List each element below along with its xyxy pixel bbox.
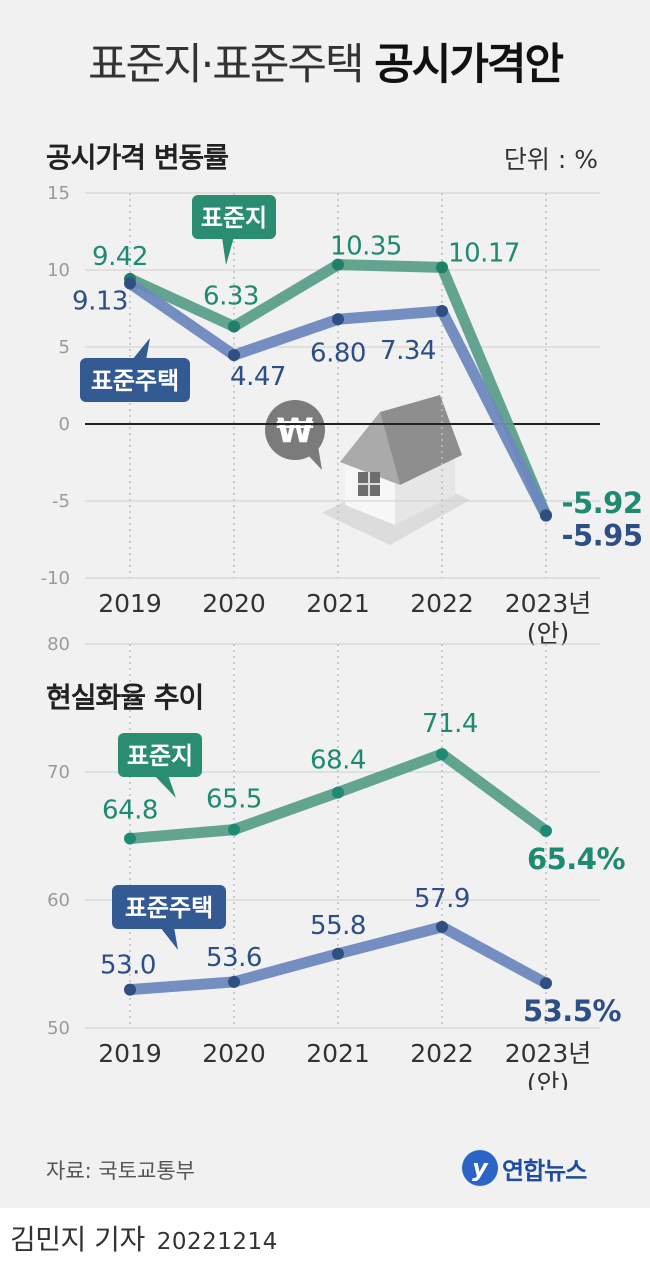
data-label-house: 53.5%: [523, 994, 622, 1028]
data-label-house: 53.6: [206, 943, 262, 973]
data-label-land: 64.8: [102, 796, 158, 826]
data-label-house: 7.34: [380, 336, 436, 366]
legend-bubble-tail: [132, 338, 150, 360]
point-house: [332, 313, 344, 326]
legend-label-land: 표준지: [127, 742, 193, 770]
y-tick-label: 60: [47, 890, 70, 911]
point-land: [332, 258, 344, 271]
legend-bubble-house: [80, 358, 190, 402]
data-label-house: 55.8: [310, 911, 366, 941]
y-tick-label: 15: [47, 183, 70, 204]
data-label-house: 4.47: [230, 362, 286, 392]
x-tick-label: 2020: [202, 1039, 266, 1068]
yonhap-logo: y 연합뉴스: [462, 1150, 587, 1186]
house-side-wall: [395, 450, 455, 525]
point-land: [436, 748, 448, 761]
point-house: [124, 983, 136, 996]
point-land: [228, 320, 240, 333]
legend-bubble-tail: [222, 237, 234, 265]
legend-label-house: 표준주택: [91, 367, 179, 395]
point-house: [228, 349, 240, 362]
logo-text: 연합뉴스: [502, 1156, 587, 1185]
legend-bubble-land: [192, 195, 276, 239]
y-tick-label: 10: [47, 260, 70, 281]
data-label-land: 10.35: [330, 232, 402, 262]
point-house: [436, 304, 448, 317]
price-change-chart: ₩15 10 5 0 -5 -10 2019 2020 2021 2022 2023년(안) 9.42…: [41, 183, 643, 648]
data-label-land: 10.17: [448, 238, 520, 268]
data-label-land: 65.5: [206, 785, 262, 815]
credit: 김민지 기자 20221214: [10, 1218, 278, 1258]
data-label-land: 71.4: [422, 709, 478, 739]
x-tick-label: 2023년: [505, 1039, 592, 1068]
legend-bubble-house: [112, 885, 226, 929]
point-house: [540, 509, 552, 522]
data-label-land: 6.33: [203, 282, 259, 312]
data-label-land: 68.4: [310, 745, 366, 775]
data-label-land: 9.42: [92, 242, 148, 272]
point-land: [540, 824, 552, 837]
point-house: [228, 975, 240, 988]
x-tick-label: 2022: [410, 1039, 474, 1068]
x-tick-label: 2020: [202, 589, 266, 618]
page-title: 표준지·표준주택 공시가격안: [0, 30, 650, 92]
page-title-light: 표준지·표준주택: [87, 40, 365, 90]
won-icon: ₩: [276, 411, 314, 451]
chart2-title: 현실화율 추이: [46, 681, 204, 714]
legend-bubble-tail: [154, 775, 176, 798]
credit-author: 김민지 기자: [10, 1223, 145, 1256]
y-tick-label: 50: [47, 1018, 70, 1039]
unit-label: 단위 : %: [503, 145, 598, 174]
legend-bubble-tail: [160, 927, 178, 950]
won-bubble: [265, 400, 325, 460]
legend-label-house: 표준주택: [125, 894, 213, 922]
point-land: [124, 832, 136, 845]
data-label-house: -5.95: [561, 519, 642, 553]
y-tick-label: -5: [52, 491, 70, 512]
data-label-house: 57.9: [414, 884, 470, 914]
credit-date: 20221214: [156, 1229, 278, 1255]
x-tick-label: (안): [527, 1069, 570, 1090]
point-land: [228, 823, 240, 836]
point-house: [332, 947, 344, 960]
y-tick-label: -10: [41, 568, 70, 589]
chart1-title: 공시가격 변동률: [46, 141, 229, 174]
footer: 김민지 기자 20221214: [0, 1208, 650, 1268]
data-label-land: 65.4%: [527, 842, 626, 876]
page-title-bold: 공시가격안: [374, 40, 564, 90]
data-label-land: -5.92: [561, 486, 642, 520]
data-label-house: 53.0: [100, 951, 156, 981]
y-tick-label: 0: [59, 414, 70, 435]
point-house: [124, 277, 136, 290]
y-tick-label: 80: [47, 634, 70, 655]
x-tick-label: (안): [527, 619, 570, 648]
x-tick-label: 2023년: [505, 589, 592, 618]
x-tick-label: 2019: [98, 1039, 162, 1068]
point-land: [436, 261, 448, 274]
point-land: [332, 786, 344, 799]
x-tick-label: 2021: [306, 589, 370, 618]
legend-bubble-land: [118, 733, 202, 777]
won-bubble-tail: [305, 446, 322, 470]
logo-mark-icon: y: [462, 1150, 498, 1186]
y-tick-label: 5: [59, 337, 70, 358]
realization-rate-chart: 80 70 60 50 2019 2020 2021 2022 2023년(안) 64.8 65.5…: [47, 634, 626, 1090]
y-tick-label: 70: [47, 762, 70, 783]
house-roof: [380, 395, 462, 485]
house-icon: ₩: [265, 395, 470, 545]
point-house: [540, 977, 552, 990]
x-tick-label: 2019: [98, 589, 162, 618]
data-label-house: 6.80: [310, 338, 366, 368]
x-tick-label: 2021: [306, 1039, 370, 1068]
point-house: [436, 920, 448, 933]
data-label-house: 9.13: [72, 286, 128, 316]
legend-label-land: 표준지: [201, 204, 267, 232]
x-tick-label: 2022: [410, 589, 474, 618]
source-note: 자료: 국토교통부: [46, 1159, 195, 1183]
